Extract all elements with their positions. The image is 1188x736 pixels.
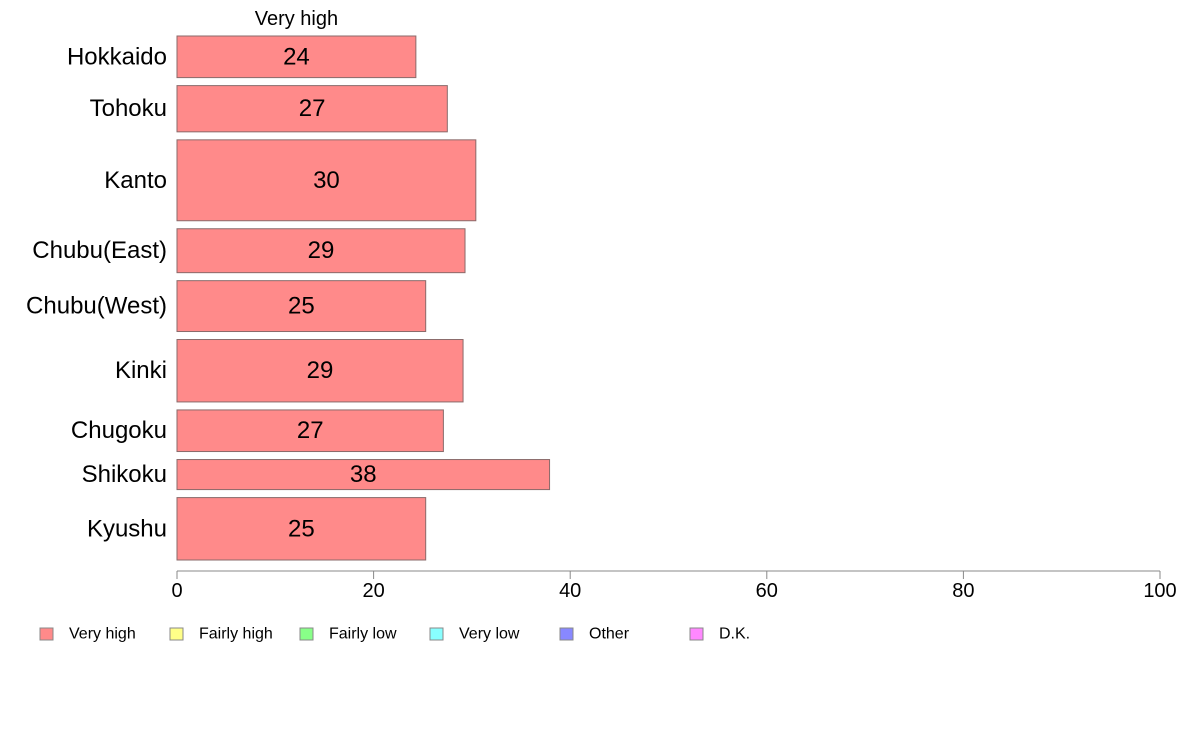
data-label: 29 — [307, 357, 334, 384]
data-label: 25 — [288, 515, 315, 542]
category-label: Kinki — [115, 357, 167, 384]
legend-swatch — [169, 627, 184, 641]
legend-label: Very high — [69, 626, 136, 643]
legend-swatch — [689, 627, 704, 641]
legend-label: D.K. — [719, 626, 750, 643]
data-label: 24 — [283, 43, 310, 70]
data-label: 30 — [313, 167, 340, 194]
bar-segment — [176, 459, 551, 491]
category-label: Chubu(West) — [26, 293, 167, 320]
bar-segment — [176, 228, 466, 274]
category-label: Shikoku — [82, 461, 167, 488]
legend-swatch — [429, 627, 444, 641]
data-label: 27 — [299, 95, 326, 122]
category-label: Hokkaido — [67, 43, 167, 70]
x-tick-label: 40 — [559, 580, 581, 602]
legend-label: Fairly high — [199, 626, 273, 643]
x-axis: 0 20 40 60 80 100 — [171, 570, 1177, 602]
category-label: Kyushu — [87, 515, 167, 542]
bar-segment — [176, 139, 477, 222]
category-label: Kanto — [104, 167, 167, 194]
legend-swatch — [39, 627, 54, 641]
x-tick-label: 80 — [952, 580, 974, 602]
data-label: 27 — [297, 417, 324, 444]
data-label: 38 — [350, 461, 377, 488]
legend: Very high Fairly high Fairly low Very low Ot… — [39, 626, 750, 643]
bar-segment — [176, 497, 427, 561]
bar-segment — [176, 85, 448, 133]
category-labels: Hokkaido Tohoku Kanto Chubu(East) Chubu(West… — [26, 43, 167, 542]
x-tick-label: 60 — [756, 580, 778, 602]
column-header: Very high — [255, 8, 338, 30]
legend-swatch — [559, 627, 574, 641]
category-label: Chugoku — [71, 417, 167, 444]
category-label: Chubu(East) — [32, 237, 167, 264]
bars-group: 24 27 30 29 25 29 27 38 25 — [176, 35, 551, 561]
legend-label: Other — [589, 626, 630, 643]
x-tick-label: 100 — [1143, 580, 1176, 602]
x-tick-label: 20 — [362, 580, 384, 602]
legend-label: Fairly low — [329, 626, 397, 643]
bar-segment — [176, 409, 444, 453]
category-label: Tohoku — [90, 95, 167, 122]
x-tick-label: 0 — [171, 580, 182, 602]
bar-segment — [176, 280, 427, 333]
data-label: 25 — [288, 293, 315, 320]
legend-label: Very low — [459, 626, 520, 643]
data-label: 29 — [308, 237, 335, 264]
bar-segment — [176, 35, 417, 79]
bar-segment — [176, 339, 464, 403]
legend-swatch — [299, 627, 314, 641]
